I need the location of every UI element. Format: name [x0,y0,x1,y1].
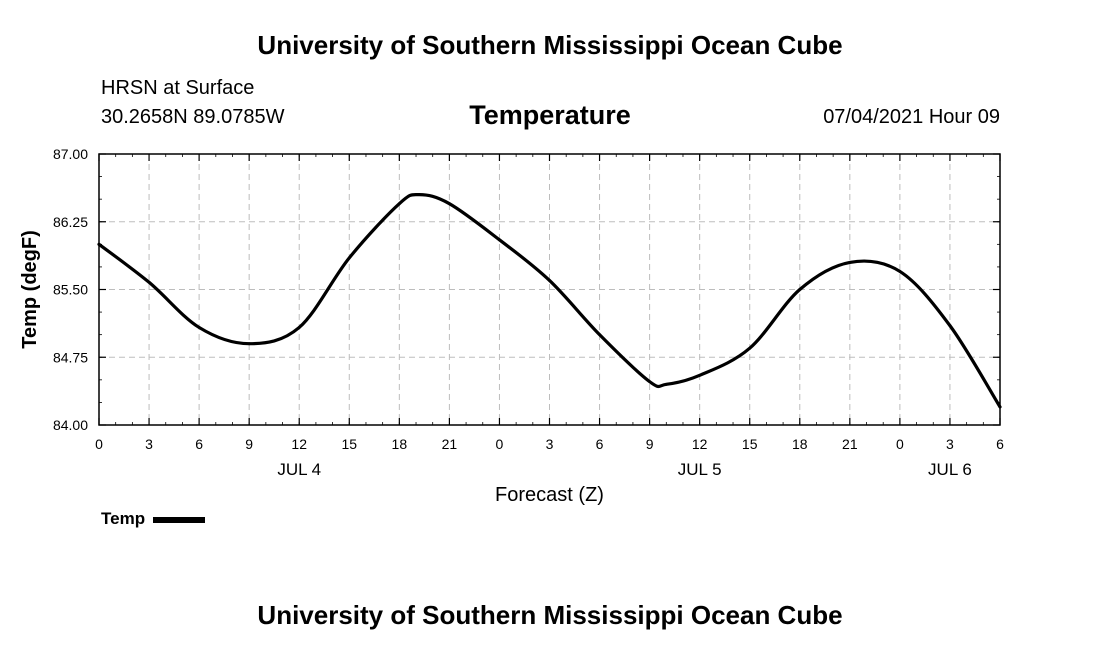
x-tick-label: 6 [996,436,1004,452]
x-tick-label: 9 [646,436,654,452]
date-label: JUL 6 [928,460,972,479]
x-tick-label: 0 [95,436,103,452]
plot-frame [98,153,1001,426]
data-point [598,333,601,337]
x-tick-label: 18 [392,436,408,452]
data-point [417,193,421,197]
date-label: JUL 5 [678,460,722,479]
x-tick-label: 0 [496,436,504,452]
data-point [147,280,151,284]
x-tick-label: 6 [195,436,203,452]
data-point [748,346,752,350]
x-axis-title: Forecast (Z) [495,484,604,506]
x-tick-label: 0 [896,436,904,452]
x-tick-label: 18 [792,436,808,452]
data-point [247,342,251,346]
y-tick-label: 86.25 [53,214,88,230]
x-tick-label: 9 [245,436,253,452]
date-label: JUL 4 [277,460,321,479]
x-tick-label: 3 [145,436,153,452]
data-point [664,382,668,386]
x-tick-label: 3 [546,436,554,452]
data-point [347,256,351,260]
x-tick-label: 21 [442,436,458,452]
x-tick-label: 15 [742,436,758,452]
chart-title-bottom: University of Southern Mississippi Ocean… [257,600,843,630]
data-point [548,279,551,282]
y-tick-label: 84.75 [53,349,88,365]
x-tick-label: 21 [842,436,858,452]
forecast-datetime: 07/04/2021 Hour 09 [823,106,1000,128]
grid-lines [99,154,1000,425]
data-point [397,202,401,206]
x-tick-label: 3 [946,436,954,452]
legend-label: Temp [101,509,146,528]
data-point [447,202,451,206]
station-coordinates: 30.2658N 89.0785W [101,106,285,128]
data-point [648,380,652,384]
y-axis-title: Temp (degF) [19,230,41,349]
chart-title-top: University of Southern Mississippi Ocean… [257,30,843,60]
y-tick-label: 85.50 [53,282,88,298]
y-tick-label: 84.00 [53,417,88,433]
data-point [297,326,301,329]
data-point [798,288,802,291]
data-point [197,326,201,329]
legend-line-swatch [153,517,206,523]
data-point [498,238,501,242]
legend: Temp [101,509,206,529]
data-point [698,373,702,377]
x-tick-label: 6 [596,436,604,452]
y-tick-label: 87.00 [53,146,88,162]
data-point [848,261,852,264]
variable-title: Temperature [469,100,631,130]
x-tick-label: 12 [692,436,708,452]
axis-labels: 0 3 6 9 12 15 18 21 0 3 6 9 12 15 18 21 0 3 6 84.00 84.75 85.… [19,146,1004,506]
station-label: HRSN at Surface [101,77,255,99]
x-tick-label: 12 [291,436,307,452]
data-point [948,324,952,328]
data-point [898,270,902,273]
x-tick-label: 15 [341,436,357,452]
